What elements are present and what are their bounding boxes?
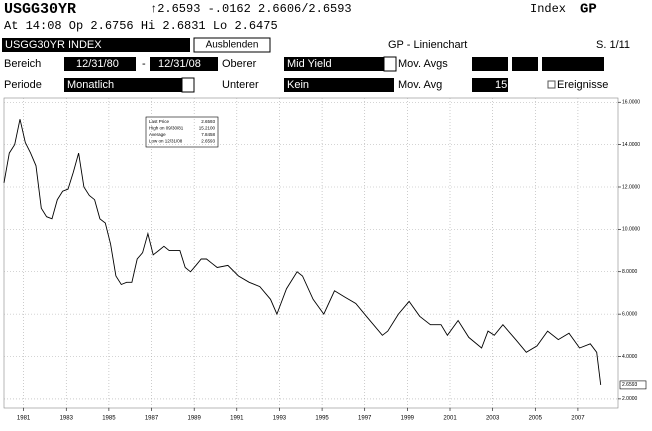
mov-avgs-label: Mov. Avgs bbox=[398, 58, 448, 70]
chart-name: GP - Linienchart bbox=[388, 39, 467, 51]
hide-button[interactable] bbox=[193, 37, 271, 53]
upper-dropdown[interactable] bbox=[383, 56, 397, 72]
stats-frame bbox=[145, 116, 219, 148]
y-tick-label: 12.0000 bbox=[622, 184, 640, 190]
end-marker bbox=[619, 380, 647, 390]
stat-label: Last Price bbox=[149, 119, 170, 124]
ticker: USGG30YR bbox=[4, 1, 76, 18]
lower-label: Unterer bbox=[222, 79, 259, 91]
stat-value: 2.6593 bbox=[201, 139, 215, 144]
security-type: Index bbox=[530, 2, 566, 16]
price-line bbox=[3, 119, 602, 385]
lower-box[interactable] bbox=[284, 78, 394, 92]
x-tick-label: 1995 bbox=[315, 416, 329, 422]
security-box bbox=[2, 38, 190, 52]
range-label: Bereich bbox=[4, 58, 41, 70]
end-marker-label: 2.6593 bbox=[622, 382, 638, 388]
stat-value: 7.8458 bbox=[201, 132, 215, 137]
x-tick-label: 1997 bbox=[358, 416, 372, 422]
x-tick-label: 2001 bbox=[443, 416, 457, 422]
stat-value: 2.6593 bbox=[201, 119, 215, 124]
stat-label: Average bbox=[149, 132, 166, 137]
period-box[interactable] bbox=[64, 78, 182, 92]
security: USGG30YR INDEX bbox=[5, 39, 102, 51]
end-date-box[interactable] bbox=[150, 57, 218, 71]
mov-avg-box[interactable] bbox=[542, 57, 604, 71]
x-tick-label: 2007 bbox=[571, 416, 585, 422]
y-tick-label: 14.0000 bbox=[622, 142, 640, 148]
mov-avg-box[interactable] bbox=[512, 57, 538, 71]
end-date[interactable]: 12/31/08 bbox=[158, 58, 201, 70]
y-tick-label: 6.0000 bbox=[622, 311, 638, 317]
period-label: Periode bbox=[4, 79, 42, 91]
period-value[interactable]: Monatlich bbox=[67, 79, 114, 91]
mov-avg-value[interactable]: 15 bbox=[495, 79, 507, 91]
events-checkbox[interactable] bbox=[547, 80, 556, 89]
y-tick-label: 8.0000 bbox=[622, 269, 638, 275]
stat-value: 15.2100 bbox=[199, 126, 216, 131]
x-tick-label: 1999 bbox=[401, 416, 415, 422]
x-tick-label: 2005 bbox=[529, 416, 543, 422]
mov-avg-value-box[interactable] bbox=[472, 78, 508, 92]
function: GP bbox=[580, 2, 597, 18]
upper-value[interactable]: Mid Yield bbox=[287, 58, 332, 70]
mov-avg-box[interactable] bbox=[472, 57, 508, 71]
x-tick-label: 1989 bbox=[187, 416, 201, 422]
period-dropdown[interactable] bbox=[181, 77, 195, 93]
events-label[interactable]: Ereignisse bbox=[557, 79, 608, 91]
mov-avg-label: Mov. Avg bbox=[398, 79, 442, 91]
time-line: At 14:08 Op 2.6756 Hi 2.6831 Lo 2.6475 bbox=[4, 19, 278, 33]
stat-label: Low on 12/31/08 bbox=[149, 139, 183, 144]
x-tick-label: 1991 bbox=[230, 416, 244, 422]
x-tick-label: 1987 bbox=[145, 416, 159, 422]
x-tick-label: 2003 bbox=[486, 416, 500, 422]
y-tick-label: 16.0000 bbox=[622, 100, 640, 106]
stat-label: High on 09/30/81 bbox=[149, 126, 184, 131]
plot-area bbox=[3, 97, 619, 409]
start-date-box[interactable] bbox=[64, 57, 136, 71]
y-tick-label: 4.0000 bbox=[622, 354, 638, 360]
x-tick-label: 1981 bbox=[17, 416, 31, 422]
upper-box[interactable] bbox=[284, 57, 384, 71]
lower-value[interactable]: Kein bbox=[287, 79, 309, 91]
dash: - bbox=[142, 58, 146, 70]
start-date[interactable]: 12/31/80 bbox=[76, 58, 119, 70]
y-tick-label: 10.0000 bbox=[622, 227, 640, 233]
stats-box: Last Price 2.6593 High on 09/30/81 15.2100 A… bbox=[145, 116, 219, 148]
x-tick-label: 1983 bbox=[60, 416, 74, 422]
hide-button-label[interactable]: Ausblenden bbox=[206, 40, 259, 51]
quote: ↑2.6593 -.0162 2.6606/2.6593 bbox=[150, 2, 352, 16]
page-number: S. 1/11 bbox=[596, 39, 630, 51]
x-tick-label: 1985 bbox=[102, 416, 116, 422]
x-tick-label: 1993 bbox=[273, 416, 287, 422]
upper-label: Oberer bbox=[222, 58, 257, 70]
y-tick-label: 2.0000 bbox=[622, 396, 638, 402]
